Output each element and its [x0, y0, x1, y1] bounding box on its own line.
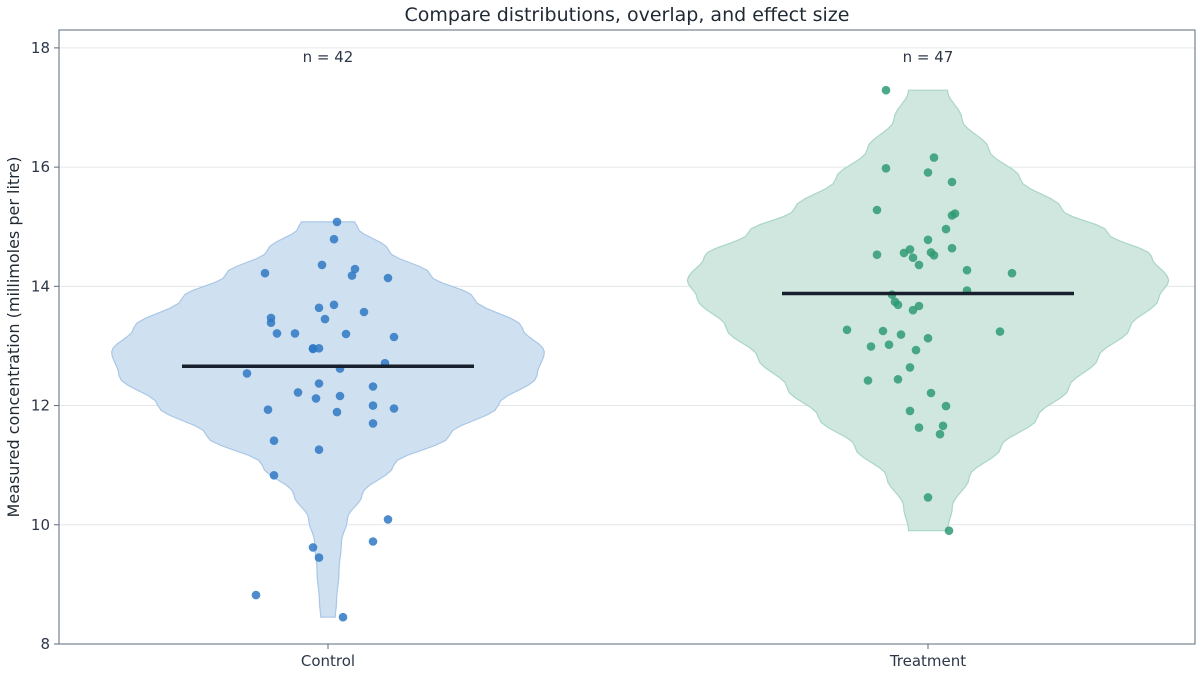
data-point-control	[383, 273, 393, 283]
y-tick-label: 16	[31, 158, 50, 176]
label-layer: n = 42 n = 47	[303, 48, 954, 66]
data-point-treatment	[884, 340, 894, 350]
data-point-treatment	[947, 177, 957, 187]
data-point-control	[263, 405, 273, 415]
data-point-control	[290, 329, 300, 338]
data-point-control	[335, 391, 345, 401]
data-point-treatment	[941, 224, 951, 234]
data-point-control	[314, 379, 324, 388]
data-point-treatment	[914, 301, 924, 311]
data-point-treatment	[947, 211, 957, 220]
data-point-treatment	[863, 376, 873, 385]
data-point-control	[314, 445, 324, 455]
n-label-treatment: n = 47	[903, 48, 954, 66]
data-point-control	[314, 303, 324, 313]
points-layer	[242, 85, 1017, 622]
x-tick-label-treatment: Treatment	[889, 652, 966, 670]
data-point-control	[266, 318, 276, 328]
data-point-treatment	[929, 251, 939, 260]
data-point-treatment	[941, 401, 951, 411]
axis-layer: 8 10 12 14 16 18 Control Treatment	[31, 39, 966, 670]
data-point-treatment	[881, 85, 891, 95]
data-point-control	[368, 537, 378, 546]
data-point-control	[341, 329, 351, 339]
data-point-treatment	[1007, 268, 1017, 278]
data-point-control	[383, 515, 393, 524]
data-point-treatment	[923, 493, 933, 502]
data-point-control	[317, 260, 327, 270]
data-point-control	[338, 612, 348, 622]
data-point-control	[314, 553, 324, 562]
data-point-control	[368, 382, 378, 391]
y-tick-label: 8	[40, 635, 50, 653]
data-point-treatment	[908, 305, 918, 315]
y-tick-label: 10	[31, 516, 50, 534]
data-point-control	[329, 234, 339, 244]
data-point-control	[368, 401, 378, 410]
data-point-treatment	[899, 248, 909, 258]
data-point-treatment	[842, 325, 852, 335]
x-tick-label-control: Control	[301, 652, 355, 670]
data-point-treatment	[911, 345, 921, 355]
data-point-treatment	[905, 406, 915, 416]
data-point-control	[347, 271, 357, 280]
data-point-treatment	[866, 342, 876, 351]
plot-frame	[58, 29, 1196, 645]
data-point-treatment	[929, 153, 939, 162]
data-point-treatment	[938, 421, 948, 431]
data-point-control	[359, 307, 369, 317]
data-point-treatment	[923, 333, 933, 343]
data-point-treatment	[995, 327, 1005, 336]
data-point-treatment	[878, 326, 888, 336]
data-point-treatment	[944, 526, 954, 535]
data-point-treatment	[914, 260, 924, 270]
data-point-control	[311, 394, 321, 403]
data-point-treatment	[881, 164, 891, 173]
data-point-control	[350, 264, 360, 274]
data-point-control	[272, 329, 282, 338]
data-point-control	[320, 314, 330, 324]
data-point-control	[332, 407, 342, 417]
data-point-treatment	[947, 243, 957, 253]
violin-treatment	[686, 89, 1170, 532]
data-point-treatment	[923, 235, 933, 245]
data-point-treatment	[872, 205, 882, 215]
n-label-control: n = 42	[303, 48, 354, 66]
data-point-treatment	[926, 388, 936, 398]
y-axis-label: Measured concentration (millimoles per l…	[4, 157, 23, 518]
data-point-control	[314, 344, 324, 353]
data-point-treatment	[923, 168, 933, 177]
data-point-treatment	[962, 265, 972, 275]
data-point-treatment	[893, 375, 903, 384]
data-point-control	[269, 471, 279, 480]
data-point-treatment	[914, 423, 924, 432]
data-point-control	[269, 436, 279, 446]
data-point-treatment	[935, 429, 945, 439]
data-point-control	[251, 590, 261, 600]
data-point-control	[332, 217, 342, 227]
violin-layer	[111, 89, 1170, 618]
data-point-control	[329, 300, 339, 310]
data-point-control	[293, 388, 303, 397]
data-point-treatment	[905, 363, 915, 372]
data-point-treatment	[872, 250, 882, 259]
mean-layer	[182, 291, 1074, 368]
data-point-treatment	[896, 330, 906, 339]
data-point-control	[389, 404, 399, 413]
chart-title: Compare distributions, overlap, and effe…	[405, 4, 850, 26]
data-point-control	[242, 369, 252, 378]
y-tick-label: 12	[31, 397, 50, 415]
data-point-treatment	[908, 253, 918, 262]
violin-control	[111, 221, 545, 618]
data-point-control	[308, 543, 318, 552]
data-point-control	[389, 332, 399, 342]
y-tick-label: 14	[31, 277, 50, 295]
data-point-control	[368, 419, 378, 428]
data-point-control	[260, 268, 270, 278]
data-point-treatment	[893, 300, 903, 310]
y-tick-label: 18	[31, 39, 50, 57]
